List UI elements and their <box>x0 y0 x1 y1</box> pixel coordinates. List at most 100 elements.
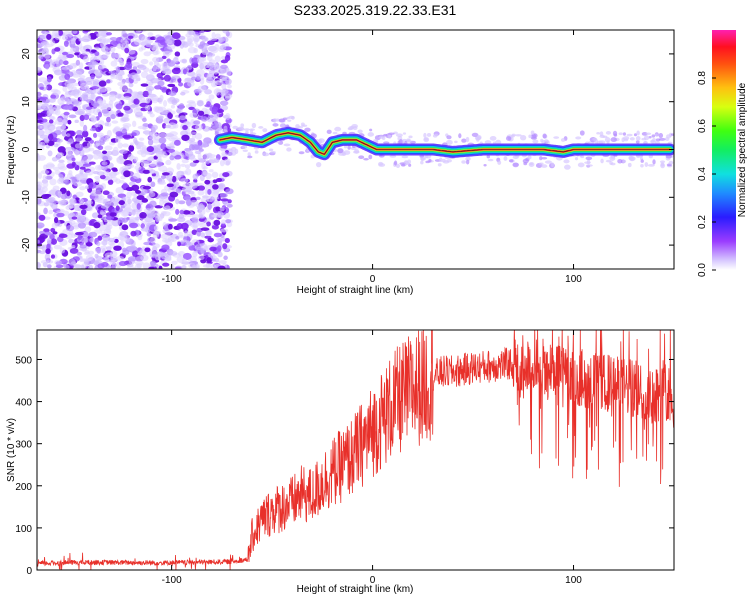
spectrogram-cell <box>135 112 144 119</box>
spectrogram-cell <box>56 138 63 143</box>
spectrogram-cell <box>144 104 151 111</box>
spectrogram-cell <box>184 168 192 176</box>
spectrogram-cell <box>139 211 147 219</box>
spectrogram-cell <box>67 138 74 145</box>
spectrogram-cell <box>150 181 156 188</box>
spectrogram-cell <box>161 87 167 93</box>
spectrogram-cell <box>71 216 78 220</box>
spectrogram-cell <box>149 200 157 208</box>
spectrogram-cell <box>50 238 57 245</box>
spectrogram-cell <box>120 210 130 218</box>
spectrogram-cell <box>131 120 137 128</box>
spectrogram-cell <box>88 161 96 165</box>
spectrogram-cell <box>465 159 470 165</box>
spectrogram-cell <box>100 232 107 237</box>
spectrogram-cell <box>605 131 612 135</box>
spectrogram-cell <box>91 88 101 94</box>
spectrogram-cell <box>84 226 92 233</box>
spectrogram-cell <box>114 136 121 144</box>
spectrogram-cell <box>69 247 79 254</box>
spectrogram-cell <box>147 237 152 243</box>
spectrogram-cell <box>215 79 224 86</box>
spectrogram-cell <box>347 145 351 150</box>
spectrogram-cell <box>65 149 73 157</box>
spectrogram-cell <box>69 47 76 52</box>
spectrogram-cell <box>44 61 50 65</box>
spectrogram-cell <box>76 216 85 224</box>
spectrogram-cell <box>144 39 154 44</box>
spectrogram-cell <box>85 254 94 261</box>
spectrogram-cell <box>301 124 308 127</box>
spectrogram-cell <box>279 123 285 128</box>
spectrogram-cell <box>144 247 151 253</box>
spectrogram-cell <box>135 256 144 262</box>
spectrogram-cell <box>89 139 94 144</box>
spectrogram-cell <box>332 131 338 135</box>
spectrogram-cell <box>161 244 170 251</box>
spectrogram-cell <box>119 179 125 184</box>
spectrogram-cell <box>61 66 70 71</box>
spectrogram-cell <box>45 162 55 170</box>
spectrogram-cell <box>128 216 137 224</box>
spectrogram-cell <box>393 160 398 166</box>
spectrogram-cell <box>564 164 571 170</box>
spectrogram-cell <box>224 54 231 62</box>
spectrogram-cell <box>215 89 220 96</box>
spectrogram-cell <box>155 63 162 70</box>
spectrogram-cell <box>213 212 222 219</box>
spectrogram-cell <box>196 69 205 77</box>
spectrogram-cell <box>152 243 161 249</box>
spectrogram-cell <box>579 130 585 136</box>
spectrogram-cell <box>71 157 76 162</box>
spectrogram-cell <box>42 181 49 188</box>
spectrogram-cell <box>169 155 175 161</box>
spectrogram-cell <box>212 188 220 195</box>
spectrogram-cell <box>175 208 180 215</box>
spectrogram-cell <box>574 157 579 161</box>
spectrogram-cell <box>147 176 153 183</box>
spectrogram-cell <box>89 127 98 132</box>
spectrogram-cell <box>211 31 216 39</box>
spectrogram-cell <box>209 156 216 164</box>
spectrogram-cell <box>56 178 64 185</box>
spectrogram-cell <box>37 154 47 161</box>
spectrogram-cell <box>383 141 390 144</box>
spectrogram-cell <box>111 52 116 59</box>
spectrogram-cell <box>93 190 102 197</box>
spectrogram-cell <box>563 159 570 164</box>
spectrogram-cell <box>182 124 188 131</box>
spectrogram-cell <box>122 247 127 253</box>
spectrogram-cell <box>78 37 84 42</box>
spectrogram-cell <box>41 186 48 193</box>
spectrogram-cell <box>123 96 131 100</box>
spectrogram-cell <box>79 237 89 243</box>
spectrogram-cell <box>192 251 198 258</box>
snr-xlabel: Height of straight line (km) <box>297 584 414 595</box>
spectrogram-cell <box>369 128 373 132</box>
snr-xtick-label: 0 <box>370 575 376 586</box>
snr-ytick-label: 200 <box>15 482 32 493</box>
spectrogram-cell <box>201 35 207 43</box>
spectrogram-cell <box>119 127 127 134</box>
spectrogram-cell <box>150 260 157 267</box>
spectrogram-cell <box>109 259 116 266</box>
spectrogram-cell <box>74 119 79 124</box>
spectrogram-cell <box>38 77 48 83</box>
spectrogram-cell <box>62 105 72 111</box>
spectrogram-cell <box>136 202 141 210</box>
spectrogram-cell <box>88 182 97 189</box>
spectrogram-cell <box>44 253 51 261</box>
spectrogram-cell <box>295 124 300 129</box>
spectrogram-cell <box>94 46 100 51</box>
spectrogram-cell <box>79 244 87 249</box>
spectrogram-cell <box>89 237 95 243</box>
spectrogram-cell <box>37 112 46 117</box>
spectrogram-cell <box>206 61 214 69</box>
spectrogram-cell <box>52 166 60 171</box>
spectrogram-cell <box>446 159 452 163</box>
spectrogram-cell <box>458 133 462 139</box>
spectrogram-cell <box>74 137 84 142</box>
spectrogram-cell <box>163 50 172 56</box>
spectrogram-cell <box>95 178 101 184</box>
spectrogram-cell <box>56 152 64 158</box>
